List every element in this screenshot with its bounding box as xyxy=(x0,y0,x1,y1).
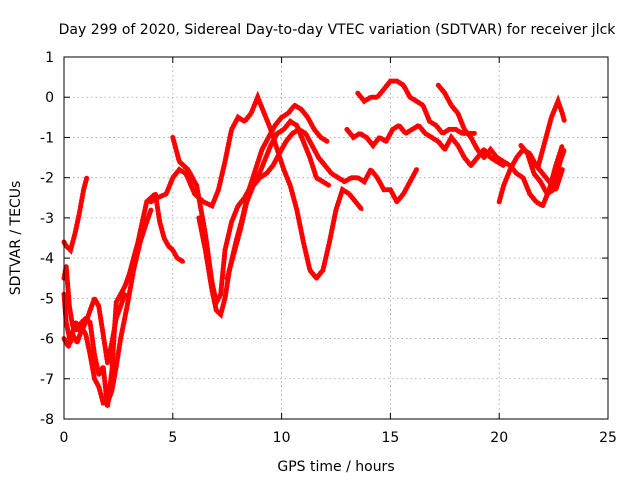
x-tick-label: 5 xyxy=(168,430,177,446)
y-axis-label: SDTVAR / TECUs xyxy=(8,181,24,296)
x-tick-label: 25 xyxy=(599,430,617,446)
series-markers xyxy=(196,102,330,320)
series-sat-i xyxy=(355,78,478,137)
series-markers xyxy=(224,126,419,281)
series-markers xyxy=(61,175,90,255)
series-markers xyxy=(535,94,567,169)
series-sat-k xyxy=(435,82,565,210)
x-tick-label: 0 xyxy=(60,430,69,446)
y-tick-label: -6 xyxy=(40,332,54,348)
series-markers xyxy=(435,82,565,210)
series-sat-n xyxy=(535,94,567,169)
y-tick-label: -1 xyxy=(40,130,54,146)
x-tick-label: 20 xyxy=(490,430,508,446)
y-tick-label: -2 xyxy=(40,171,54,187)
chart-title: Day 299 of 2020, Sidereal Day-to-day VTE… xyxy=(59,22,617,38)
series-layer xyxy=(61,78,567,409)
series-markers xyxy=(355,78,478,137)
series-sat-e xyxy=(148,90,365,283)
plot-frame xyxy=(63,56,609,420)
series-markers xyxy=(518,143,567,198)
series-sat-j xyxy=(344,122,507,170)
series-markers xyxy=(170,118,332,310)
series-sat-a xyxy=(61,175,90,255)
series-markers xyxy=(148,90,365,283)
x-axis-label: GPS time / hours xyxy=(277,459,394,475)
series-markers xyxy=(61,207,154,406)
grid-layer xyxy=(64,57,608,419)
x-tick-label: 15 xyxy=(381,430,399,446)
y-tick-label: 0 xyxy=(45,90,54,106)
y-tick-label: -8 xyxy=(40,412,54,428)
series-line xyxy=(225,128,418,280)
y-tick-label: -3 xyxy=(40,211,54,227)
y-tick-label: -7 xyxy=(40,372,54,388)
series-sat-h xyxy=(224,126,419,281)
series-sat-g xyxy=(196,102,330,320)
y-tick-label: -5 xyxy=(40,291,54,307)
series-sat-f xyxy=(170,118,332,310)
y-tick-label: 1 xyxy=(45,50,54,66)
x-tick-label: 10 xyxy=(273,430,291,446)
y-tick-label: -4 xyxy=(40,251,54,267)
series-markers xyxy=(344,122,507,170)
series-sat-d xyxy=(61,207,154,406)
series-line xyxy=(149,95,364,280)
series-sat-m xyxy=(518,143,567,198)
